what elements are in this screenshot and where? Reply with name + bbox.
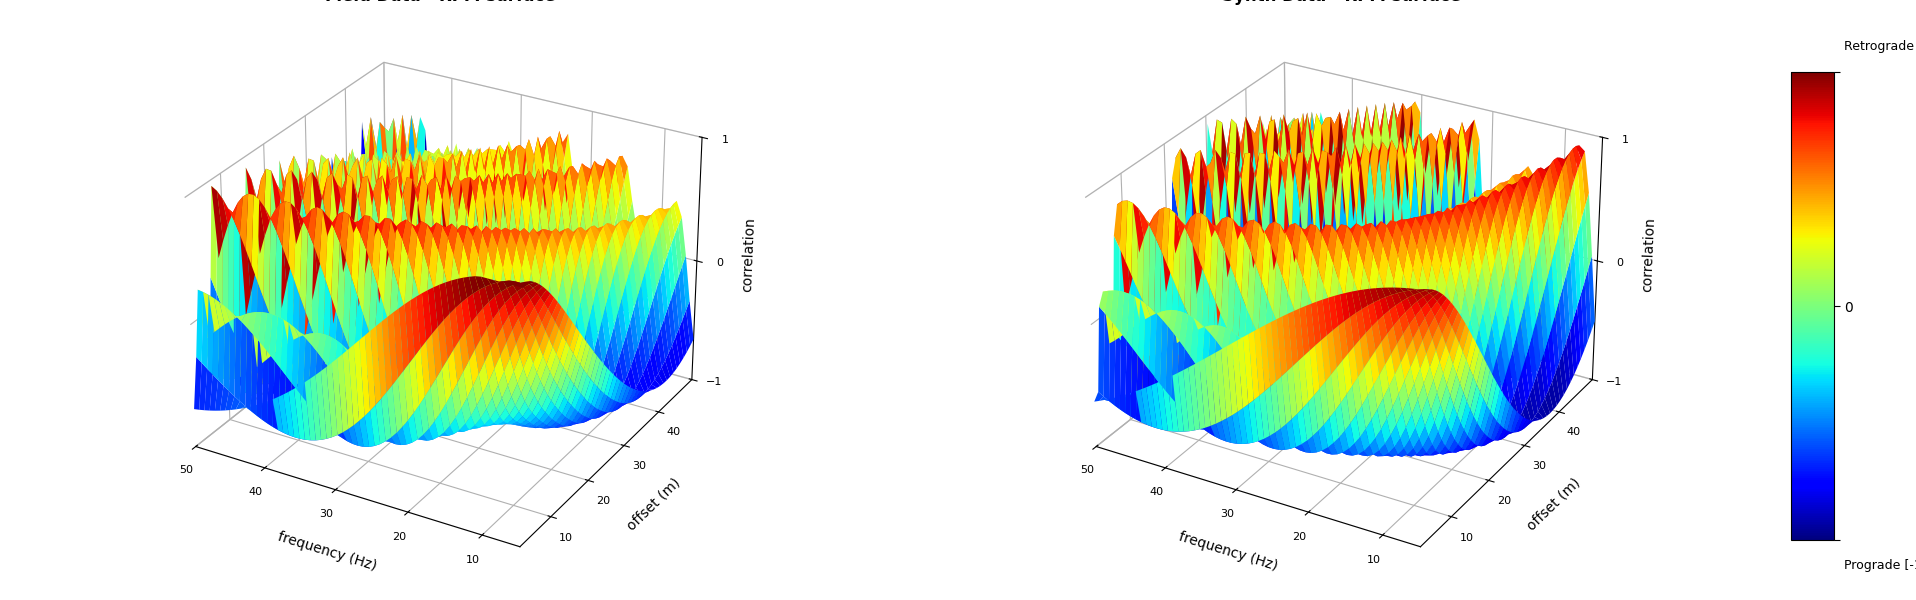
- X-axis label: frequency (Hz): frequency (Hz): [1176, 530, 1278, 574]
- Title: Field Data - RPM surface: Field Data - RPM surface: [326, 0, 556, 5]
- Text: Prograde [-1]: Prograde [-1]: [1843, 559, 1916, 572]
- Y-axis label: offset (m): offset (m): [625, 476, 682, 533]
- Title: Synth Data - RPM surface: Synth Data - RPM surface: [1222, 0, 1460, 5]
- Text: Retrograde [+1]: Retrograde [+1]: [1843, 40, 1916, 53]
- X-axis label: frequency (Hz): frequency (Hz): [276, 530, 377, 574]
- Y-axis label: offset (m): offset (m): [1525, 476, 1583, 533]
